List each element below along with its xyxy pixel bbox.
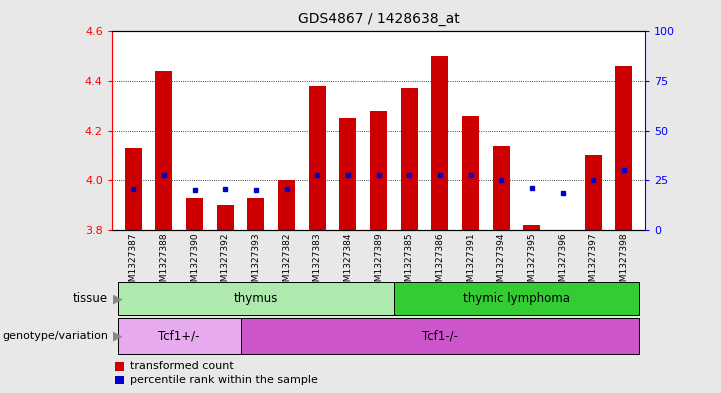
Bar (401, 88, 417, 230)
Bar (554, 230, 571, 393)
Bar (431, 56, 448, 230)
Text: GSM1327392: GSM1327392 (221, 232, 230, 293)
Text: GSM1327393: GSM1327393 (252, 232, 260, 293)
Text: tissue: tissue (73, 292, 108, 305)
Text: percentile rank within the sample: percentile rank within the sample (130, 375, 318, 385)
Text: GSM1327398: GSM1327398 (619, 232, 628, 293)
Bar (492, 145, 510, 230)
Text: genotype/variation: genotype/variation (2, 331, 108, 341)
Bar (118, 283, 394, 315)
Bar (340, 118, 356, 230)
Text: GSM1327384: GSM1327384 (343, 232, 353, 293)
Bar (217, 205, 234, 230)
Text: GDS4867 / 1428638_at: GDS4867 / 1428638_at (298, 12, 459, 26)
Text: GSM1327386: GSM1327386 (435, 232, 444, 293)
Bar (585, 156, 601, 230)
Bar (156, 71, 172, 230)
Text: transformed count: transformed count (130, 361, 234, 371)
Bar (462, 116, 479, 230)
Bar (247, 198, 265, 230)
Text: thymus: thymus (234, 292, 278, 305)
Text: GSM1327385: GSM1327385 (404, 232, 414, 293)
Text: GSM1327397: GSM1327397 (588, 232, 598, 293)
Text: GSM1327395: GSM1327395 (527, 232, 536, 293)
Text: GSM1327389: GSM1327389 (374, 232, 383, 293)
Text: Tcf1-/-: Tcf1-/- (422, 329, 458, 343)
Text: Tcf1+/-: Tcf1+/- (159, 329, 200, 343)
Text: GSM1327383: GSM1327383 (313, 232, 322, 293)
Text: GSM1327396: GSM1327396 (558, 232, 567, 293)
Bar (241, 318, 639, 354)
Bar (118, 318, 241, 354)
Bar (125, 148, 141, 230)
Bar (278, 180, 295, 230)
Text: ▶: ▶ (113, 329, 123, 343)
Text: GSM1327394: GSM1327394 (497, 232, 505, 293)
Bar (186, 198, 203, 230)
Bar (523, 225, 540, 230)
Text: ▶: ▶ (113, 292, 123, 305)
Bar (309, 86, 326, 230)
Text: GSM1327388: GSM1327388 (159, 232, 169, 293)
Bar (370, 111, 387, 230)
Text: GSM1327382: GSM1327382 (282, 232, 291, 293)
Text: GSM1327391: GSM1327391 (466, 232, 475, 293)
Bar (616, 66, 632, 230)
Text: thymic lymphoma: thymic lymphoma (463, 292, 570, 305)
Text: GSM1327390: GSM1327390 (190, 232, 199, 293)
Text: GSM1327387: GSM1327387 (129, 232, 138, 293)
Bar (394, 283, 639, 315)
